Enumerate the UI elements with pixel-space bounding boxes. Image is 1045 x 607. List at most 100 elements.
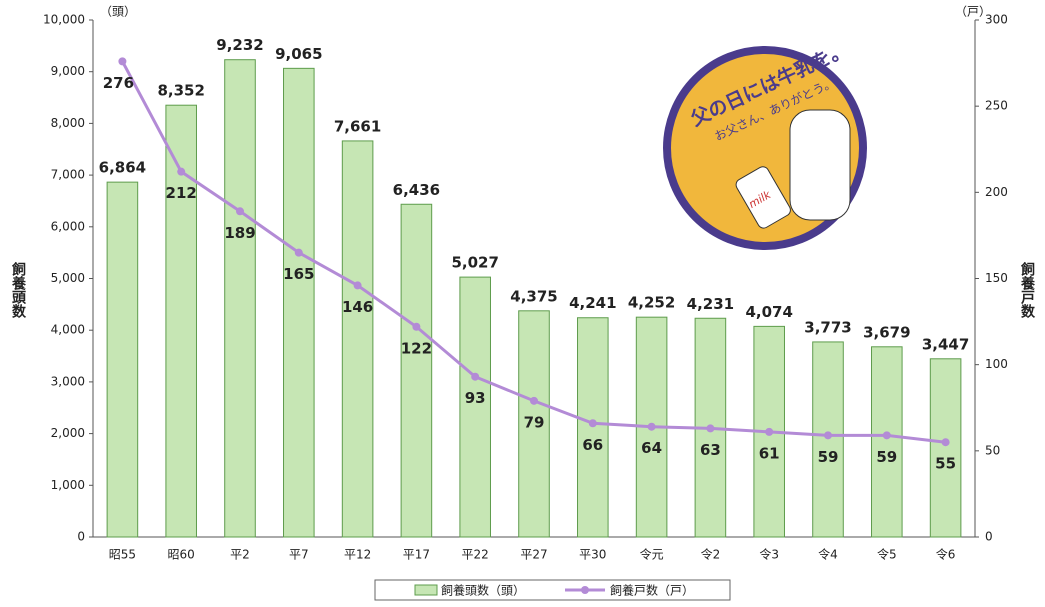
bar-value-label: 3,679 — [863, 323, 910, 341]
x-tick-label: 令元 — [640, 547, 664, 562]
legend-box — [374, 579, 731, 601]
bar-value-label: 9,232 — [216, 36, 263, 54]
line-marker — [765, 427, 774, 436]
line-marker — [177, 167, 186, 176]
bar-value-label: 6,864 — [99, 159, 146, 177]
y-tick-label: 8,000 — [51, 116, 85, 130]
bar-value-label: 5,027 — [451, 254, 498, 272]
x-tick-label: 令4 — [818, 547, 838, 562]
y-tick-label: 7,000 — [51, 168, 85, 182]
y-tick-label: 4,000 — [51, 323, 85, 337]
bar — [400, 203, 433, 538]
line-marker — [588, 419, 597, 428]
x-tick-label: 平7 — [289, 548, 309, 562]
x-tick-label: 令3 — [759, 547, 779, 562]
y-tick-label: 6,000 — [51, 219, 85, 233]
x-tick-label: 令5 — [877, 547, 897, 562]
bar — [106, 181, 139, 538]
x-tick-label: 平30 — [579, 548, 606, 562]
x-tick-label: 平27 — [520, 548, 547, 562]
x-tick-label: 令2 — [701, 547, 721, 562]
line-value-label: 59 — [876, 448, 897, 466]
bottle-shape — [735, 166, 791, 229]
bar — [871, 346, 903, 538]
line-marker — [941, 438, 950, 447]
bar-value-label: 3,447 — [922, 335, 969, 353]
bar — [518, 310, 550, 538]
bar — [224, 59, 256, 538]
y2-unit: （戸） — [955, 5, 991, 19]
x-tick-label: 令6 — [936, 547, 956, 562]
y-tick-label: 5,000 — [51, 271, 85, 285]
line-marker — [706, 424, 715, 433]
y-tick-label: 3,000 — [51, 374, 85, 388]
line-marker — [118, 57, 127, 66]
y-tick-label: 1,000 — [51, 478, 85, 492]
line-marker — [412, 322, 421, 331]
y2-tick-label: 100 — [985, 357, 1008, 371]
line-marker — [882, 431, 891, 440]
bar — [341, 140, 374, 538]
bar-value-label: 4,231 — [687, 295, 734, 313]
bar-value-label: 7,661 — [334, 117, 381, 135]
bar — [459, 276, 491, 538]
bar — [577, 317, 609, 538]
line-marker — [236, 207, 244, 216]
y2-axis-title: 飼養戸数 — [1019, 261, 1036, 319]
line-value-label: 59 — [818, 448, 839, 466]
y-axis-title: 飼養頭数 — [10, 261, 27, 319]
line-value-label: 189 — [224, 224, 255, 242]
x-tick-label: 平12 — [344, 548, 371, 562]
y-tick-label: 2,000 — [51, 426, 85, 440]
line-value-label: 122 — [401, 339, 432, 357]
y-tick-label: 0 — [77, 530, 85, 544]
cow — [789, 109, 851, 221]
x-tick-label: 昭60 — [168, 548, 195, 562]
bar-value-label: 4,252 — [628, 294, 675, 312]
bar-value-label: 4,375 — [510, 287, 557, 305]
bar — [929, 358, 962, 538]
bar-value-label: 4,241 — [569, 294, 616, 312]
line-value-label: 146 — [342, 298, 373, 316]
bar-value-label: 8,352 — [157, 82, 204, 100]
line-value-label: 64 — [641, 439, 662, 457]
x-tick-label: 平2 — [230, 548, 250, 562]
line-value-label: 165 — [283, 265, 314, 283]
legend-label: 飼養頭数（頭） — [441, 583, 525, 598]
x-tick-label: 平17 — [403, 548, 430, 562]
y2-tick-label: 0 — [985, 530, 993, 544]
line-marker — [353, 281, 362, 290]
legend-label: 飼養戸数（戸） — [610, 583, 694, 598]
line-value-label: 55 — [935, 455, 956, 473]
y-tick-label: 9,000 — [51, 64, 85, 78]
bar-value-label: 3,773 — [804, 318, 851, 336]
illustration: milk 父の日には牛乳を。 お父さん、ありがとう。 — [663, 38, 867, 250]
bar-value-label: 6,436 — [393, 181, 440, 199]
line-value-label: 93 — [465, 389, 486, 407]
line-value-label: 61 — [759, 444, 780, 462]
bar — [283, 67, 315, 538]
line-marker — [530, 396, 538, 405]
y2-tick-label: 300 — [985, 13, 1008, 27]
legend-swatch — [414, 584, 438, 596]
y2-tick-label: 150 — [985, 271, 1008, 285]
line-value-label: 212 — [166, 184, 197, 202]
y2-tick-label: 200 — [985, 185, 1008, 199]
bar-value-label: 9,065 — [275, 45, 322, 63]
line-value-label: 79 — [524, 413, 545, 431]
y2-tick-label: 50 — [985, 443, 1000, 457]
line-marker — [824, 431, 832, 440]
line-value-label: 66 — [582, 436, 603, 454]
legend-swatch — [581, 586, 589, 594]
line-marker — [647, 422, 656, 431]
y-unit: （頭） — [100, 5, 136, 19]
bar-value-label: 4,074 — [745, 303, 792, 321]
y-tick-label: 10,000 — [43, 13, 85, 27]
bar — [812, 341, 844, 538]
line-value-label: 63 — [700, 441, 721, 459]
line-marker — [471, 372, 480, 381]
x-tick-label: 昭55 — [109, 548, 136, 562]
line-marker — [294, 248, 303, 257]
y2-tick-label: 250 — [985, 99, 1008, 113]
